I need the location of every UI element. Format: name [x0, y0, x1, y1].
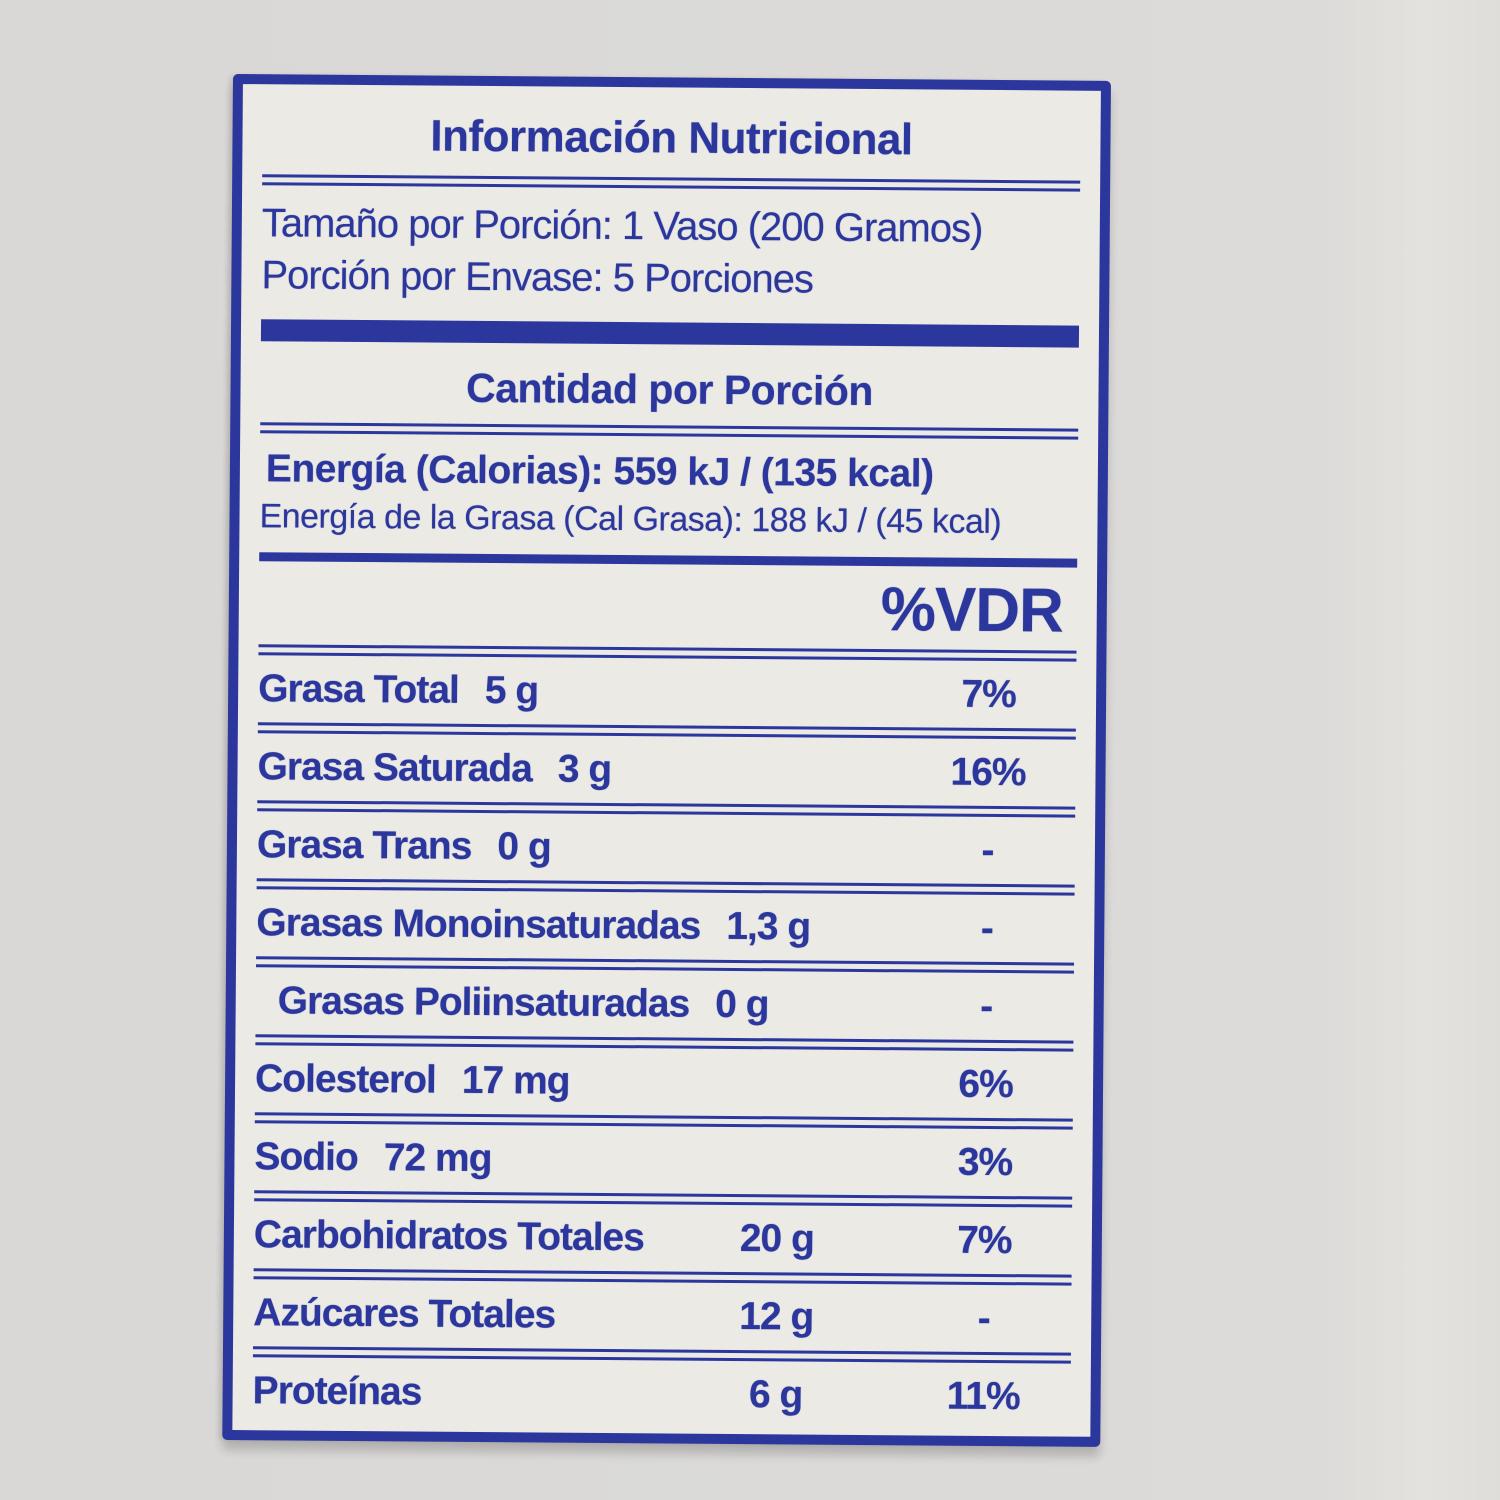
divider — [262, 174, 1081, 192]
nutrient-amount: 20 g — [739, 1216, 815, 1261]
label-inner: Información Nutricional Tamaño por Porci… — [232, 110, 1101, 1447]
nutrient-name: Colesterol — [254, 1056, 436, 1102]
nutrient-name: Carbohidratos Totales — [253, 1212, 645, 1259]
nutrient-pct: - — [980, 906, 993, 950]
nutrient-amount: 6 g — [748, 1372, 803, 1417]
energy-calories-line: Energía (Calorias): 559 kJ / (135 kcal) — [265, 447, 934, 496]
label-title: Información Nutricional — [430, 111, 913, 165]
amount-per-serving-header: Cantidad por Porción — [465, 364, 874, 415]
nutrient-row-grasa-total: Grasa Total 5 g 7% — [258, 655, 1077, 728]
nutrient-name: Sodio — [254, 1134, 358, 1179]
nutrient-row-sodio: Sodio 72 mg 3% — [254, 1123, 1073, 1196]
nutrient-amount: 12 g — [739, 1294, 814, 1339]
nutrient-name: Grasas Poliinsaturadas — [277, 978, 690, 1026]
nutrient-pct: 7% — [957, 1218, 1012, 1262]
nutrient-name: Grasa Total — [258, 666, 460, 712]
nutrient-row-grasas-monoinsaturadas: Grasas Monoinsaturadas 1,3 g - — [256, 889, 1075, 962]
serving-size-line: Tamaño por Porción: 1 Vaso (200 Gramos) — [261, 201, 983, 251]
nutrient-name: Proteínas — [252, 1368, 422, 1414]
nutrient-amount: 17 mg — [461, 1058, 570, 1103]
nutrient-row-carbohidratos-totales: Carbohidratos Totales 20 g 7% — [254, 1201, 1073, 1274]
nutrient-amount: 1,3 g — [726, 904, 811, 949]
nutrient-pct: - — [977, 1296, 990, 1340]
divider — [260, 422, 1079, 440]
nutrient-name: Grasa Saturada — [257, 744, 533, 790]
nutrient-row-grasa-saturada: Grasa Saturada 3 g 16% — [257, 733, 1076, 806]
serving-info: Tamaño por Porción: 1 Vaso (200 Gramos) … — [261, 197, 1080, 307]
nutrient-name: Azúcares Totales — [253, 1290, 556, 1337]
nutrient-row-colesterol: Colesterol 17 mg 6% — [255, 1045, 1074, 1118]
nutrient-pct: 6% — [958, 1062, 1013, 1106]
thick-bar-divider — [260, 319, 1080, 348]
nutrient-pct: 16% — [950, 750, 1026, 794]
nutrient-amount: 72 mg — [383, 1135, 492, 1180]
nutrient-pct: 11% — [946, 1374, 1020, 1418]
nutrient-pct: - — [980, 984, 993, 1028]
energy-fat-calories-line: Energía de la Grasa (Cal Grasa): 188 kJ … — [259, 497, 1002, 542]
vdr-column-header: %VDR — [880, 575, 1064, 646]
nutrient-amount: 3 g — [557, 747, 612, 791]
nutrient-name: Grasas Monoinsaturadas — [256, 900, 701, 948]
medium-divider — [259, 552, 1078, 568]
nutrient-amount: 0 g — [497, 824, 551, 869]
nutrient-row-grasa-trans: Grasa Trans 0 g - — [257, 811, 1076, 884]
nutrition-label: Información Nutricional Tamaño por Porci… — [222, 74, 1111, 1447]
nutrient-row-proteinas: Proteínas 6 g 11% — [252, 1357, 1071, 1430]
nutrient-amount: 0 g — [715, 982, 769, 1026]
nutrient-amount: 5 g — [484, 668, 539, 712]
nutrient-row-azucares-totales: Azúcares Totales 12 g - — [253, 1279, 1072, 1352]
nutrient-name: Grasa Trans — [256, 822, 472, 868]
nutrient-pct: 7% — [961, 672, 1017, 716]
nutrient-pct: 3% — [957, 1140, 1013, 1184]
nutrient-pct: - — [981, 828, 994, 872]
servings-per-container-line: Porción por Envase: 5 Porciones — [261, 253, 814, 302]
nutrient-row-grasas-poliinsaturadas: Grasas Poliinsaturadas 0 g - — [255, 967, 1074, 1040]
